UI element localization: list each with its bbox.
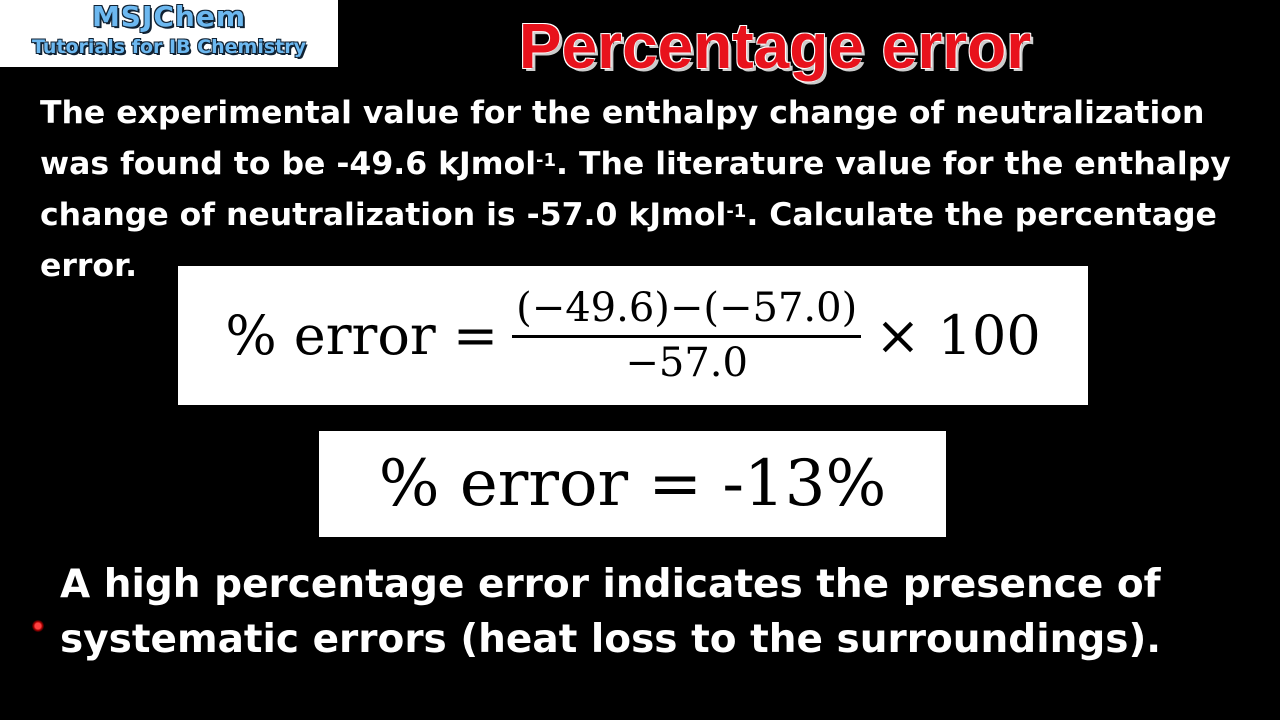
cursor-dot-icon: [32, 620, 44, 632]
formula-rhs: × 100: [875, 304, 1041, 367]
logo-subtitle: Tutorials for IB Chemistry: [32, 36, 306, 58]
note-text: A high percentage error indicates the pr…: [60, 562, 1162, 662]
logo-title: MSJChem: [91, 0, 247, 33]
result-box: % error = -13%: [319, 431, 946, 537]
question-text: The experimental value for the enthalpy …: [40, 88, 1260, 292]
formula-lhs: % error =: [225, 304, 499, 367]
question-part-2: . The literature value for the enthalpy …: [40, 146, 1231, 233]
slide-title: Percentage error: [518, 10, 1032, 82]
result-text: % error = -13%: [378, 447, 887, 521]
superscript: -1: [536, 150, 557, 171]
question-part-1: The experimental value for the enthalpy …: [40, 95, 1205, 182]
superscript: -1: [726, 201, 747, 222]
formula-fraction: (−49.6)−(−57.0) −57.0: [512, 285, 862, 386]
question-part-3: . Calculate the percentage error.: [40, 197, 1217, 284]
formula-numerator: (−49.6)−(−57.0): [512, 285, 862, 338]
msjchem-logo: MSJChem Tutorials for IB Chemistry: [0, 0, 338, 67]
formula-box: % error = (−49.6)−(−57.0) −57.0 × 100: [178, 266, 1088, 405]
formula-denominator: −57.0: [625, 340, 748, 386]
